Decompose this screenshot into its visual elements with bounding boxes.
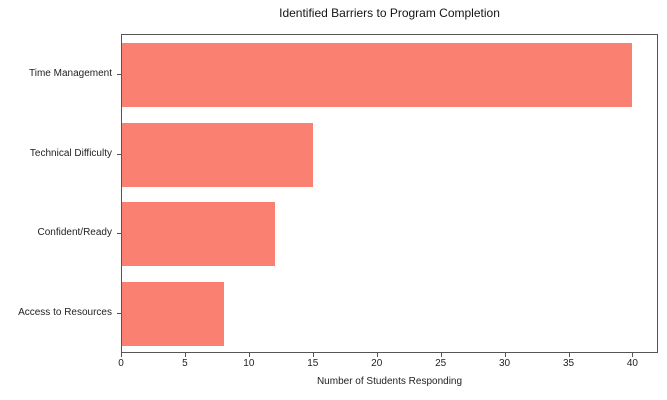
x-tick-label: 25 (435, 358, 447, 369)
x-tick-mark (376, 353, 378, 357)
y-tick-mark (117, 233, 121, 234)
x-tick-label: 40 (626, 358, 638, 369)
x-tick-label: 0 (118, 358, 124, 369)
x-tick-mark (121, 353, 122, 357)
x-tick-label: 5 (182, 358, 188, 369)
x-axis-title: Number of Students Responding (316, 376, 463, 387)
y-tick-label: Time Management (29, 67, 112, 79)
y-tick-label: Technical Difficulty (29, 147, 112, 159)
x-tick-mark (504, 353, 506, 357)
x-tick-mark (568, 353, 570, 357)
x-tick-mark (632, 353, 634, 357)
x-tick-label: 30 (499, 358, 511, 369)
bar (122, 282, 224, 347)
x-tick-label: 35 (562, 358, 575, 369)
bar (122, 122, 314, 187)
bar (122, 202, 275, 267)
y-tick-label: Access to Resources (18, 307, 112, 319)
x-tick-mark (312, 353, 314, 357)
x-tick-mark (184, 353, 186, 357)
x-tick-label: 20 (371, 358, 383, 369)
y-tick-mark (117, 74, 121, 75)
x-tick-mark (248, 353, 250, 357)
x-tick-label: 15 (307, 358, 319, 369)
bar (122, 42, 632, 107)
y-tick-mark (117, 154, 121, 155)
y-tick-label: Confident/Ready (37, 227, 113, 239)
chart-title: Identified Barriers to Program Completio… (279, 6, 500, 20)
x-tick-mark (440, 353, 442, 357)
plot-area (121, 34, 658, 353)
y-tick-mark (117, 313, 121, 314)
x-tick-label: 10 (243, 358, 255, 369)
